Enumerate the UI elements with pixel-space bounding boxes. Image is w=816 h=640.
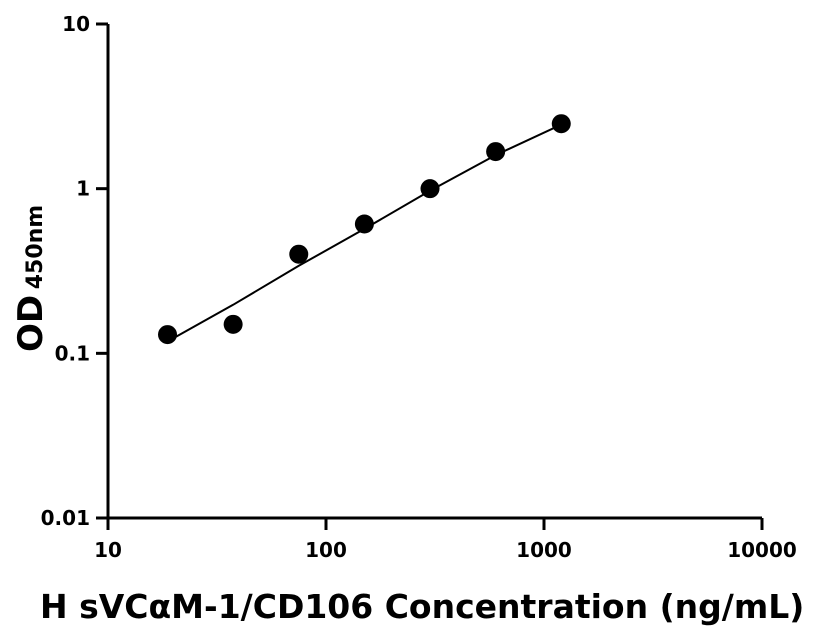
plot-area [158,114,571,345]
axes: 0.01 0.1 1 10 10 100 1000 10000 [41,12,797,562]
y-axis-title: OD 450nm [11,205,51,352]
data-point [354,214,374,234]
x-tick-label: 100 [305,538,347,562]
x-tick-label: 10 [94,538,122,562]
y-axis-title-main: OD [11,295,51,352]
data-point [486,142,506,162]
y-tick-label: 0.01 [41,506,90,530]
data-point [551,114,571,134]
data-point [420,179,440,199]
y-tick-label: 1 [76,177,90,201]
data-point [158,325,178,345]
data-point [223,314,243,334]
y-tick-label: 0.1 [55,341,90,365]
y-axis-title-sub: 450nm [23,205,48,290]
y-tick-label: 10 [62,12,90,36]
x-tick-label: 10000 [727,538,797,562]
data-point [289,244,309,264]
x-tick-label: 1000 [516,538,572,562]
x-axis-title: H sVCαM-1/CD106 Concentration (ng/mL) [40,587,804,626]
